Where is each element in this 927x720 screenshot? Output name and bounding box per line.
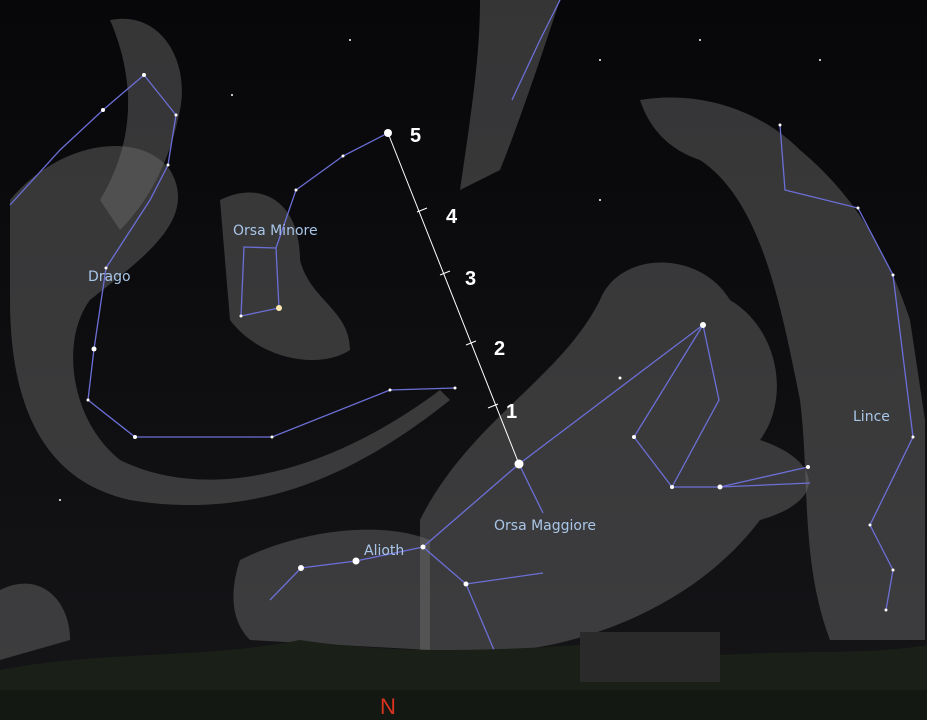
scale-label: 1 <box>506 401 517 423</box>
constellation-label: Orsa Minore <box>233 223 318 239</box>
constellation-label: Lince <box>853 409 890 425</box>
constellation-label: Orsa Maggiore <box>494 518 596 534</box>
constellation-label: Drago <box>88 269 131 285</box>
star-label: Alioth <box>364 543 404 559</box>
scale-label: 4 <box>446 206 458 228</box>
scale-label: 5 <box>410 125 421 147</box>
scale-label: 2 <box>494 338 505 360</box>
sky-view: 5 4 3 2 1 Drago Orsa Minore Orsa Maggior… <box>0 0 927 720</box>
compass-north: N <box>380 694 396 719</box>
scale-label: 3 <box>465 268 476 290</box>
